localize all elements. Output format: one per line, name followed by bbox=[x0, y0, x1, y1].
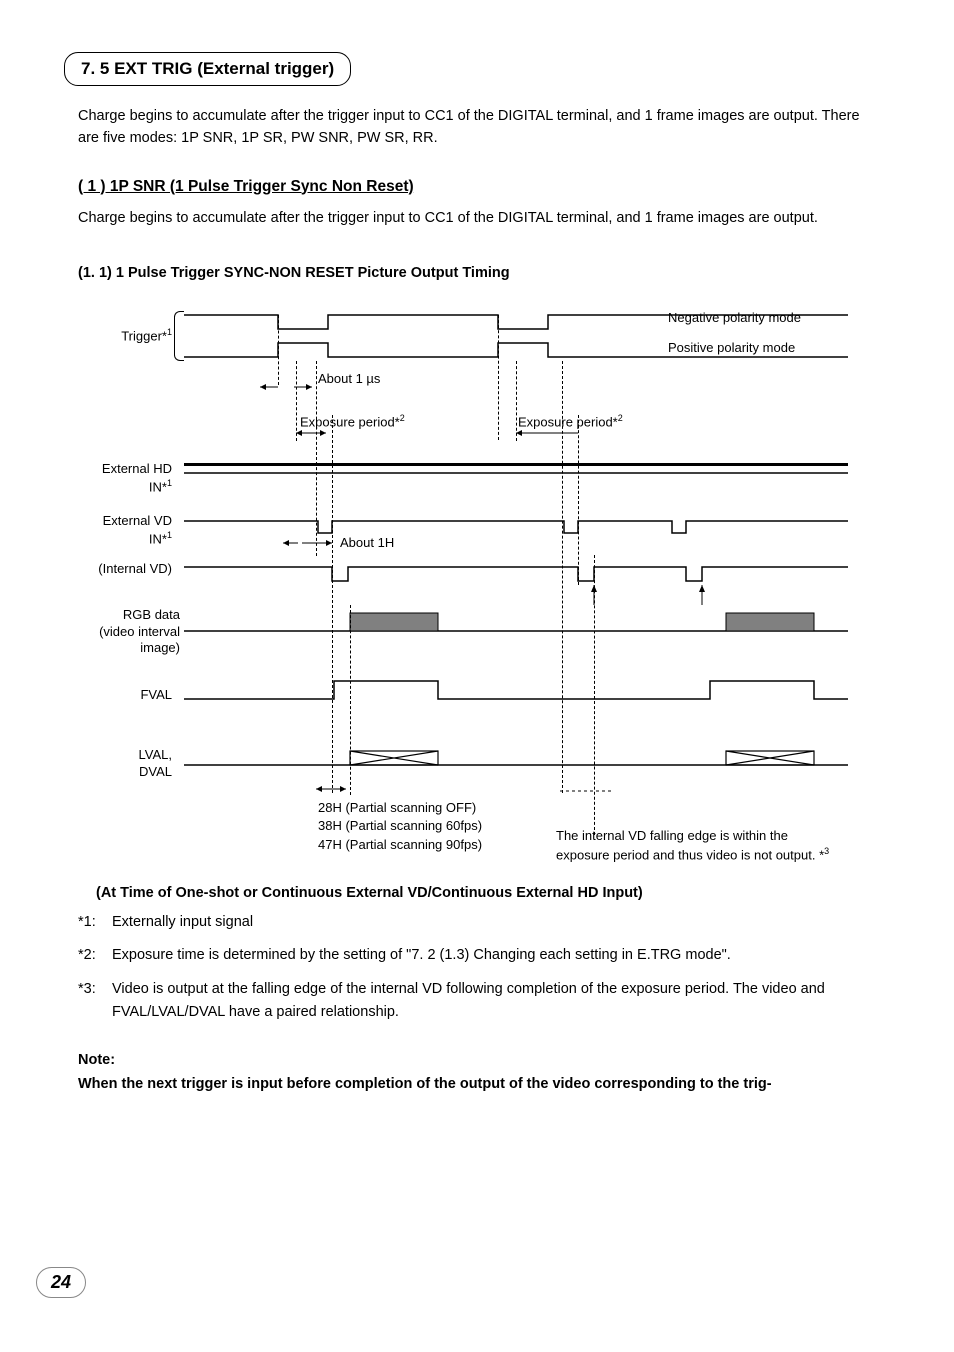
section-header: 7. 5 EXT TRIG (External trigger) bbox=[64, 52, 351, 86]
label-about-1us: About 1 µs bbox=[318, 371, 380, 386]
note-label: Note: bbox=[78, 1052, 954, 1068]
subsection-intro: Charge begins to accumulate after the tr… bbox=[78, 208, 876, 230]
dash-t2a bbox=[498, 315, 499, 440]
footnote-2: *2:Exposure time is determined by the se… bbox=[78, 944, 876, 967]
label-partial-scan: 28H (Partial scanning OFF) 38H (Partial … bbox=[318, 799, 482, 854]
dash-exp2a bbox=[516, 361, 517, 441]
intro-paragraph: Charge begins to accumulate after the tr… bbox=[78, 106, 876, 150]
footnote-3: *3:Video is output at the falling edge o… bbox=[78, 978, 876, 1024]
label-about-1h: About 1H bbox=[340, 535, 394, 550]
label-bottom-note: The internal VD falling edge is within t… bbox=[556, 827, 829, 865]
waveform-svg bbox=[78, 305, 878, 885]
page-number: 24 bbox=[36, 1267, 86, 1298]
dash-ivd1 bbox=[332, 415, 333, 793]
label-exposure-1: Exposure period*2 bbox=[300, 413, 405, 429]
label-rgb: RGB data(video interval image) bbox=[78, 607, 180, 656]
footnote-1: *1:Externally input signal bbox=[78, 911, 876, 934]
label-int-vd: (Internal VD) bbox=[98, 561, 172, 577]
dash-vd1 bbox=[316, 361, 317, 556]
dash-t1a bbox=[278, 315, 279, 385]
dash-exp1a bbox=[296, 361, 297, 441]
label-exposure-2: Exposure period*2 bbox=[518, 413, 623, 429]
figure-title: (1. 1) 1 Pulse Trigger SYNC-NON RESET Pi… bbox=[78, 265, 954, 281]
dash-exp2b bbox=[578, 415, 579, 585]
dash-rgb1 bbox=[350, 605, 351, 795]
dash-ivd2 bbox=[594, 555, 595, 835]
note-body: When the next trigger is input before co… bbox=[78, 1074, 876, 1096]
label-ext-vd: External VD IN*1 bbox=[78, 513, 172, 547]
label-neg-polarity: Negative polarity mode bbox=[668, 310, 801, 325]
figure-subtitle: (At Time of One-shot or Continuous Exter… bbox=[96, 885, 954, 901]
label-ext-hd: External HD IN*1 bbox=[78, 461, 172, 495]
subsection-heading: ( 1 ) 1P SNR (1 Pulse Trigger Sync Non R… bbox=[78, 178, 954, 196]
label-pos-polarity: Positive polarity mode bbox=[668, 340, 795, 355]
label-lval: LVAL,DVAL bbox=[139, 747, 172, 780]
timing-diagram: Trigger*1 bbox=[78, 305, 878, 885]
label-fval: FVAL bbox=[140, 687, 172, 703]
